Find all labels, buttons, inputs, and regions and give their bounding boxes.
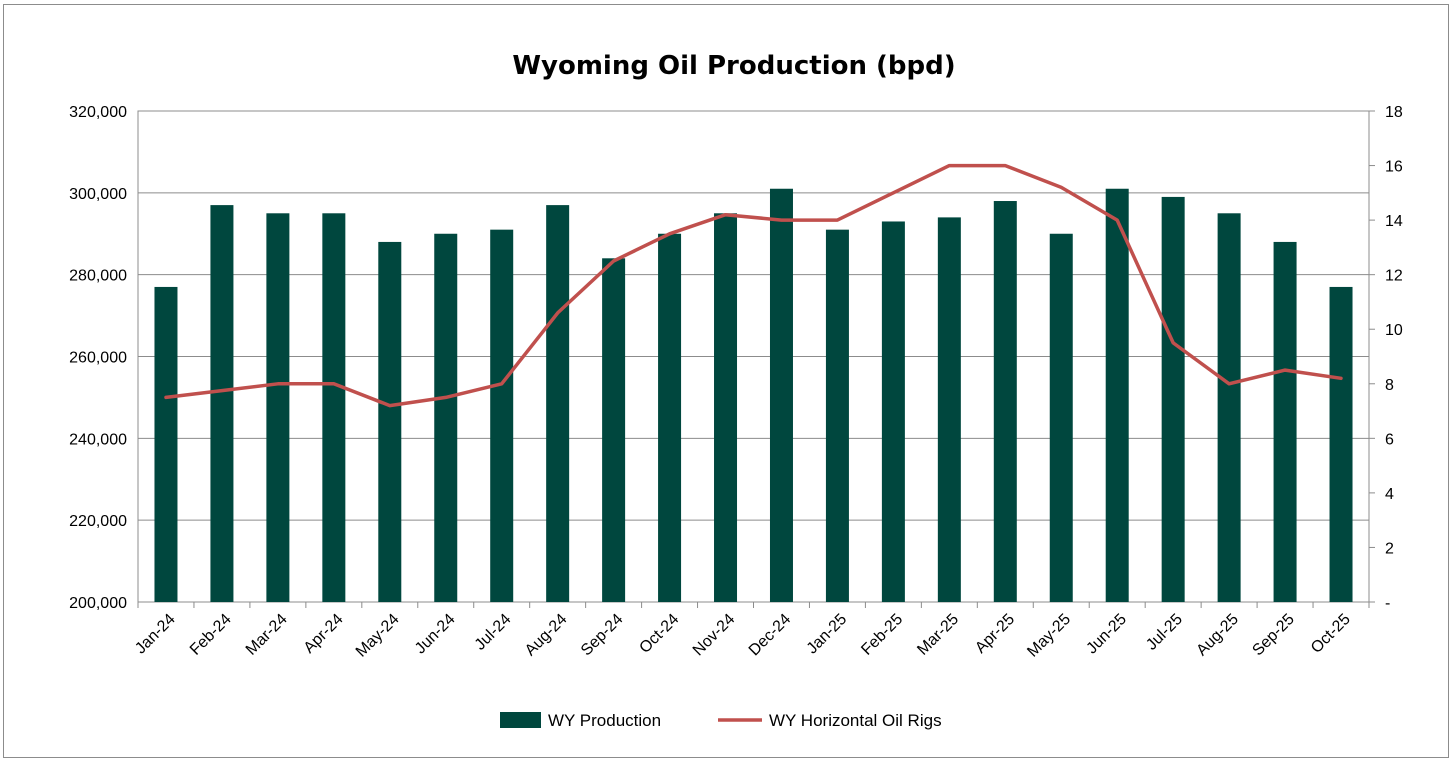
right-y-tick-label: - [1385,595,1390,612]
x-tick-label: Mar-24 [243,611,291,659]
left-y-tick-label: 320,000 [69,104,127,121]
x-tick-label: Feb-25 [858,611,906,659]
x-tick-label: Apr-24 [301,611,347,657]
legend: WY Production WY Horizontal Oil Rigs [500,711,942,730]
x-tick-label: Feb-24 [187,611,235,659]
x-tick-label: Oct-25 [1308,611,1354,657]
x-tick-label: Sep-24 [578,611,627,660]
left-y-tick-label: 240,000 [69,431,127,448]
x-tick-label: Apr-25 [972,611,1018,657]
production-bar [154,286,178,602]
right-y-axis: - 2 4 6 8 10 12 14 16 18 [1369,104,1403,612]
production-bar [1329,286,1353,602]
legend-label-rigs: WY Horizontal Oil Rigs [769,711,942,730]
production-bar [1049,233,1073,602]
right-y-tick-label: 12 [1385,268,1403,285]
production-bar [1273,241,1297,602]
production-bar [881,221,905,602]
right-y-tick-label: 10 [1385,322,1403,339]
production-bar [322,213,346,602]
right-y-tick-label: 2 [1385,540,1394,557]
production-bar [378,241,402,602]
x-tick-label: Mar-25 [914,611,962,659]
production-bar [769,188,793,602]
production-bar [1217,213,1241,602]
production-bar [937,217,961,602]
x-tick-label: May-24 [353,611,403,661]
rigs-line-group [164,163,1343,408]
right-y-tick-label: 4 [1385,486,1394,503]
left-y-tick-label: 260,000 [69,350,127,367]
left-y-tick-label: 280,000 [69,268,127,285]
production-bar [210,205,234,602]
right-y-tick-label: 8 [1385,377,1394,394]
right-y-tick-label: 16 [1385,159,1403,176]
production-bar [546,205,570,602]
x-tick-label: Jul-25 [1143,611,1186,654]
left-y-axis: 200,000 220,000 240,000 260,000 280,000 300,0… [69,104,127,612]
left-y-tick-label: 200,000 [69,595,127,612]
production-bar [993,201,1017,602]
production-bar [602,258,626,602]
x-tick-label: Nov-24 [690,611,739,660]
rigs-line [164,163,1343,408]
x-tick-label: May-25 [1024,611,1074,661]
production-bar [490,229,514,603]
x-tick-label: Aug-25 [1193,611,1242,660]
legend-label-production: WY Production [548,711,661,730]
right-y-tick-label: 6 [1385,431,1394,448]
right-y-tick-label: 14 [1385,213,1403,230]
x-tick-label: Aug-24 [522,611,571,660]
x-tick-label: Jan-25 [804,611,851,658]
right-y-tick-label: 18 [1385,104,1403,121]
x-tick-label: Oct-24 [636,611,682,657]
production-bar [1161,196,1185,603]
production-bars [154,188,1353,603]
left-y-tick-label: 220,000 [69,513,127,530]
x-tick-label: Jul-24 [472,611,515,654]
production-bar [825,229,849,603]
production-bar [434,233,458,602]
left-y-tick-label: 300,000 [69,186,127,203]
production-bar [714,213,738,602]
legend-swatch-production [500,712,541,728]
x-tick-label: Sep-25 [1249,611,1298,660]
chart-title: Wyoming Oil Production (bpd) [512,51,955,81]
x-axis: Jan-24 Feb-24 Mar-24 Apr-24 May-24 Jun-24 Jul-… [132,602,1370,661]
production-bar [266,213,290,602]
x-tick-label: Dec-24 [746,611,795,660]
x-tick-label: Jun-25 [1083,611,1130,658]
x-tick-label: Jun-24 [412,611,459,658]
x-tick-label: Jan-24 [132,611,179,658]
production-bar [1105,188,1129,602]
production-bar [658,233,682,602]
